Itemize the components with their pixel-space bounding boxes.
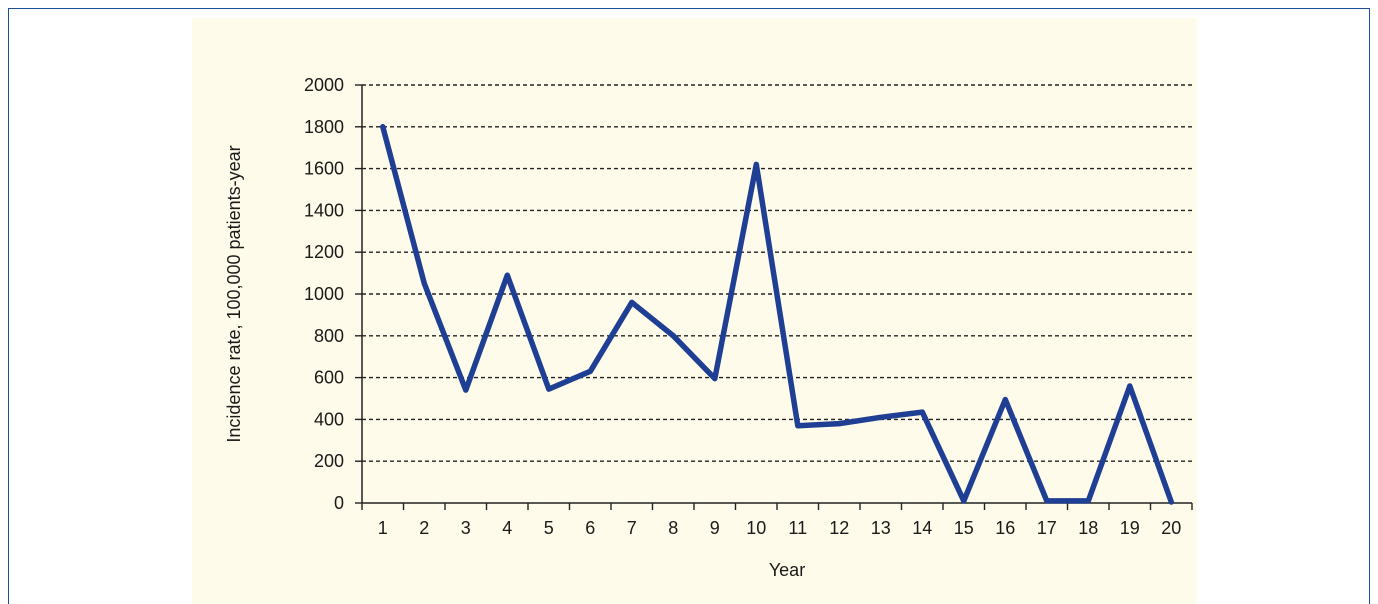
- x-tick-label: 20: [1161, 518, 1181, 538]
- data-point: [587, 368, 593, 374]
- series-line: [380, 124, 1175, 505]
- y-tick-label: 1600: [304, 159, 344, 179]
- data-point: [1085, 498, 1091, 504]
- x-tick-label: 8: [668, 518, 678, 538]
- x-tick-label: 17: [1037, 518, 1057, 538]
- series: [380, 124, 1175, 505]
- y-tick-label: 0: [334, 493, 344, 513]
- y-tick-label: 1800: [304, 117, 344, 137]
- data-point: [1044, 498, 1050, 504]
- gridlines: [362, 84, 1192, 462]
- x-tick-label: 14: [912, 518, 932, 538]
- y-tick-label: 400: [314, 409, 344, 429]
- y-tick-label: 600: [314, 368, 344, 388]
- y-tick-label: 1400: [304, 200, 344, 220]
- x-tick-label: 10: [746, 518, 766, 538]
- y-tick-label: 200: [314, 451, 344, 471]
- figure-frame: [8, 8, 1370, 604]
- data-point: [1127, 383, 1133, 389]
- x-axis-title: Year: [769, 560, 805, 580]
- data-point: [961, 498, 967, 504]
- x-tick-label: 19: [1120, 518, 1140, 538]
- data-point: [380, 124, 386, 130]
- data-point: [712, 376, 718, 382]
- data-point: [629, 299, 635, 305]
- x-tick-label: 15: [954, 518, 974, 538]
- x-tick-label: 5: [544, 518, 554, 538]
- y-axis-title: Incidence rate, 100,000 patients-year: [224, 145, 244, 442]
- data-point: [836, 421, 842, 427]
- data-point: [919, 409, 925, 415]
- x-tick-label: 7: [627, 518, 637, 538]
- data-point: [463, 387, 469, 393]
- data-point: [753, 161, 759, 167]
- x-tick-label: 6: [585, 518, 595, 538]
- data-point: [1002, 397, 1008, 403]
- data-point: [1168, 499, 1174, 505]
- x-tick-label: 4: [502, 518, 512, 538]
- x-tick-label: 11: [788, 518, 807, 538]
- data-point: [546, 386, 552, 392]
- data-point: [878, 414, 884, 420]
- data-point: [504, 272, 510, 278]
- x-tick-label: 2: [419, 518, 429, 538]
- y-tick-label: 2000: [304, 75, 344, 95]
- y-tick-label: 1200: [304, 242, 344, 262]
- x-tick-label: 16: [995, 518, 1015, 538]
- x-tick-label: 1: [378, 518, 388, 538]
- x-tick-label: 12: [829, 518, 849, 538]
- x-tick-label: 9: [710, 518, 720, 538]
- data-point: [421, 281, 427, 287]
- data-point: [670, 333, 676, 339]
- axes: [355, 84, 1193, 510]
- x-tick-label: 13: [871, 518, 891, 538]
- data-point: [795, 423, 801, 429]
- x-tick-label: 3: [461, 518, 471, 538]
- x-tick-label: 18: [1078, 518, 1098, 538]
- y-tick-label: 1000: [304, 284, 344, 304]
- y-tick-label: 800: [314, 326, 344, 346]
